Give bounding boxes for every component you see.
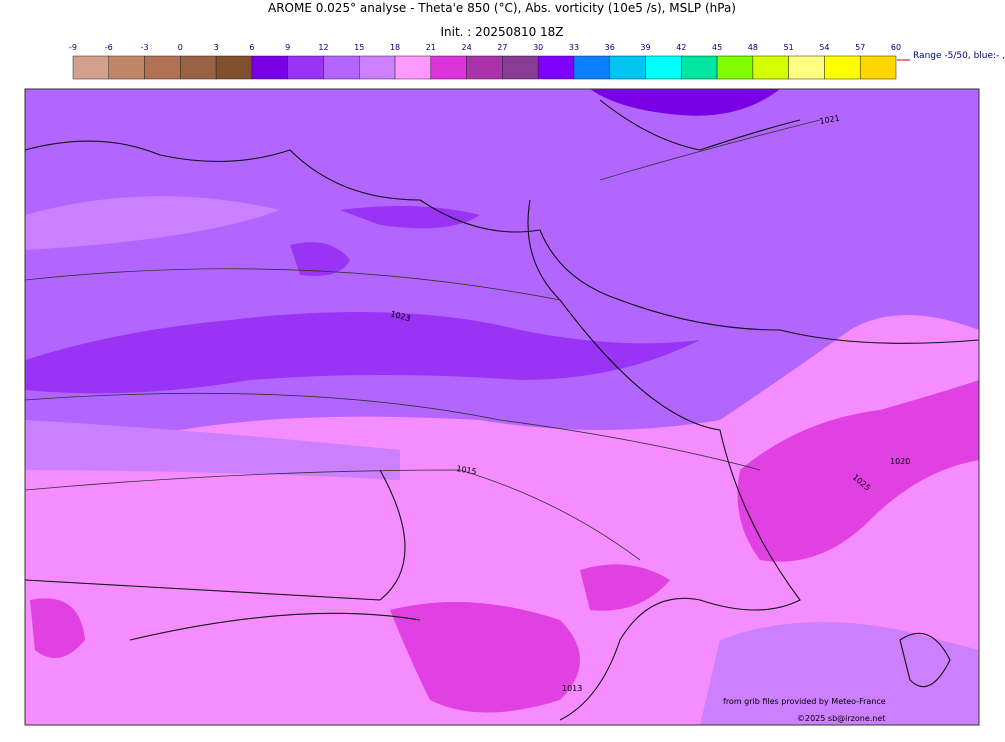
thetae-zone (25, 312, 700, 394)
colorbar-tick-label: 42 (676, 43, 686, 52)
title: AROME 0.025° analyse - Theta'e 850 (°C),… (268, 1, 736, 15)
colorbar-tick-label: 33 (569, 43, 579, 52)
colorbar-swatch (573, 55, 610, 80)
colorbar-swatch (72, 55, 110, 80)
colorbar-swatch (287, 55, 324, 80)
colorbar-swatch (108, 55, 145, 80)
colorbar-tick-label: 12 (318, 43, 328, 52)
colorbar-swatch (788, 55, 825, 80)
colorbar-tick-label: -9 (69, 43, 77, 52)
colorbar-tick-label: 18 (390, 43, 400, 52)
colorbar-tick-label: 60 (891, 43, 901, 52)
colorbar-tick-label: 48 (748, 43, 758, 52)
thetae-zone (30, 564, 670, 713)
isobar-label: 1015 (456, 464, 478, 476)
colorbar-tick-label: 24 (462, 43, 472, 52)
colorbar-swatch (716, 55, 754, 80)
colorbar-tick-label: 57 (855, 43, 865, 52)
colorbar-swatch (681, 55, 718, 80)
coastline (25, 99, 979, 721)
colorbar-swatch (645, 55, 682, 80)
colorbar-tick-label: 9 (285, 43, 290, 52)
colorbar-swatch (859, 55, 897, 80)
colorbar-tick-label: 15 (354, 43, 364, 52)
colorbar-tick-label: 39 (640, 43, 650, 52)
thetae-zone (700, 622, 979, 725)
thetae-zone (737, 380, 979, 562)
range-note: Range -5/50, blue:- , r (913, 51, 1005, 61)
credit: ©2025 sb@irzone.net (797, 714, 885, 723)
thetae-zone (25, 196, 400, 480)
colorbar-swatch (466, 55, 503, 80)
colorbar-tick-label: -3 (141, 43, 149, 52)
colorbar-swatch (537, 55, 575, 80)
colorbar-swatch (251, 55, 288, 80)
colorbar-swatch (394, 55, 432, 80)
colorbar-tick-label: 27 (497, 43, 507, 52)
colorbar-swatch (824, 55, 861, 80)
colorbar: -9 -6 -3 0 3 6 9 12 15 18 21 24 27 30 33 36 39 42 45 48 51 54… (69, 43, 901, 80)
colorbar-swatch (430, 55, 467, 80)
colorbar-swatch (144, 55, 181, 80)
colorbar-tick-label: 54 (819, 43, 829, 52)
colorbar-tick-label: 21 (426, 43, 436, 52)
map-frame (24, 88, 980, 726)
colorbar-swatch (323, 55, 360, 80)
colorbar-tick-label: 36 (605, 43, 615, 52)
colorbar-tick-label: 3 (214, 43, 219, 52)
colorbar-swatch (502, 55, 539, 80)
colorbar-tick-label: 30 (533, 43, 543, 52)
isobar-label: 1021 (819, 114, 841, 126)
isobar-label: 1013 (562, 684, 582, 693)
thetae-zone (590, 89, 780, 116)
colorbar-swatch (359, 55, 396, 80)
map: 1023 1021 1015 1020 1025 1013 from grib … (24, 88, 980, 726)
colorbar-swatch (180, 55, 217, 80)
colorbar-tick-label: 0 (178, 43, 183, 52)
subtitle: Init. : 20250810 18Z (440, 25, 563, 39)
colorbar-swatch (609, 55, 646, 80)
colorbar-tick-label: 6 (249, 43, 254, 52)
thetae-zone (290, 206, 480, 276)
colorbar-tick-label: 45 (712, 43, 722, 52)
isobar-label: 1020 (890, 457, 910, 466)
colorbar-tick-label: 51 (784, 43, 794, 52)
colorbar-tick-label: -6 (105, 43, 113, 52)
colorbar-swatch (752, 55, 789, 80)
colorbar-swatch (215, 55, 253, 80)
isobar (25, 119, 821, 561)
credit: from grib files provided by Meteo-France (723, 697, 886, 706)
